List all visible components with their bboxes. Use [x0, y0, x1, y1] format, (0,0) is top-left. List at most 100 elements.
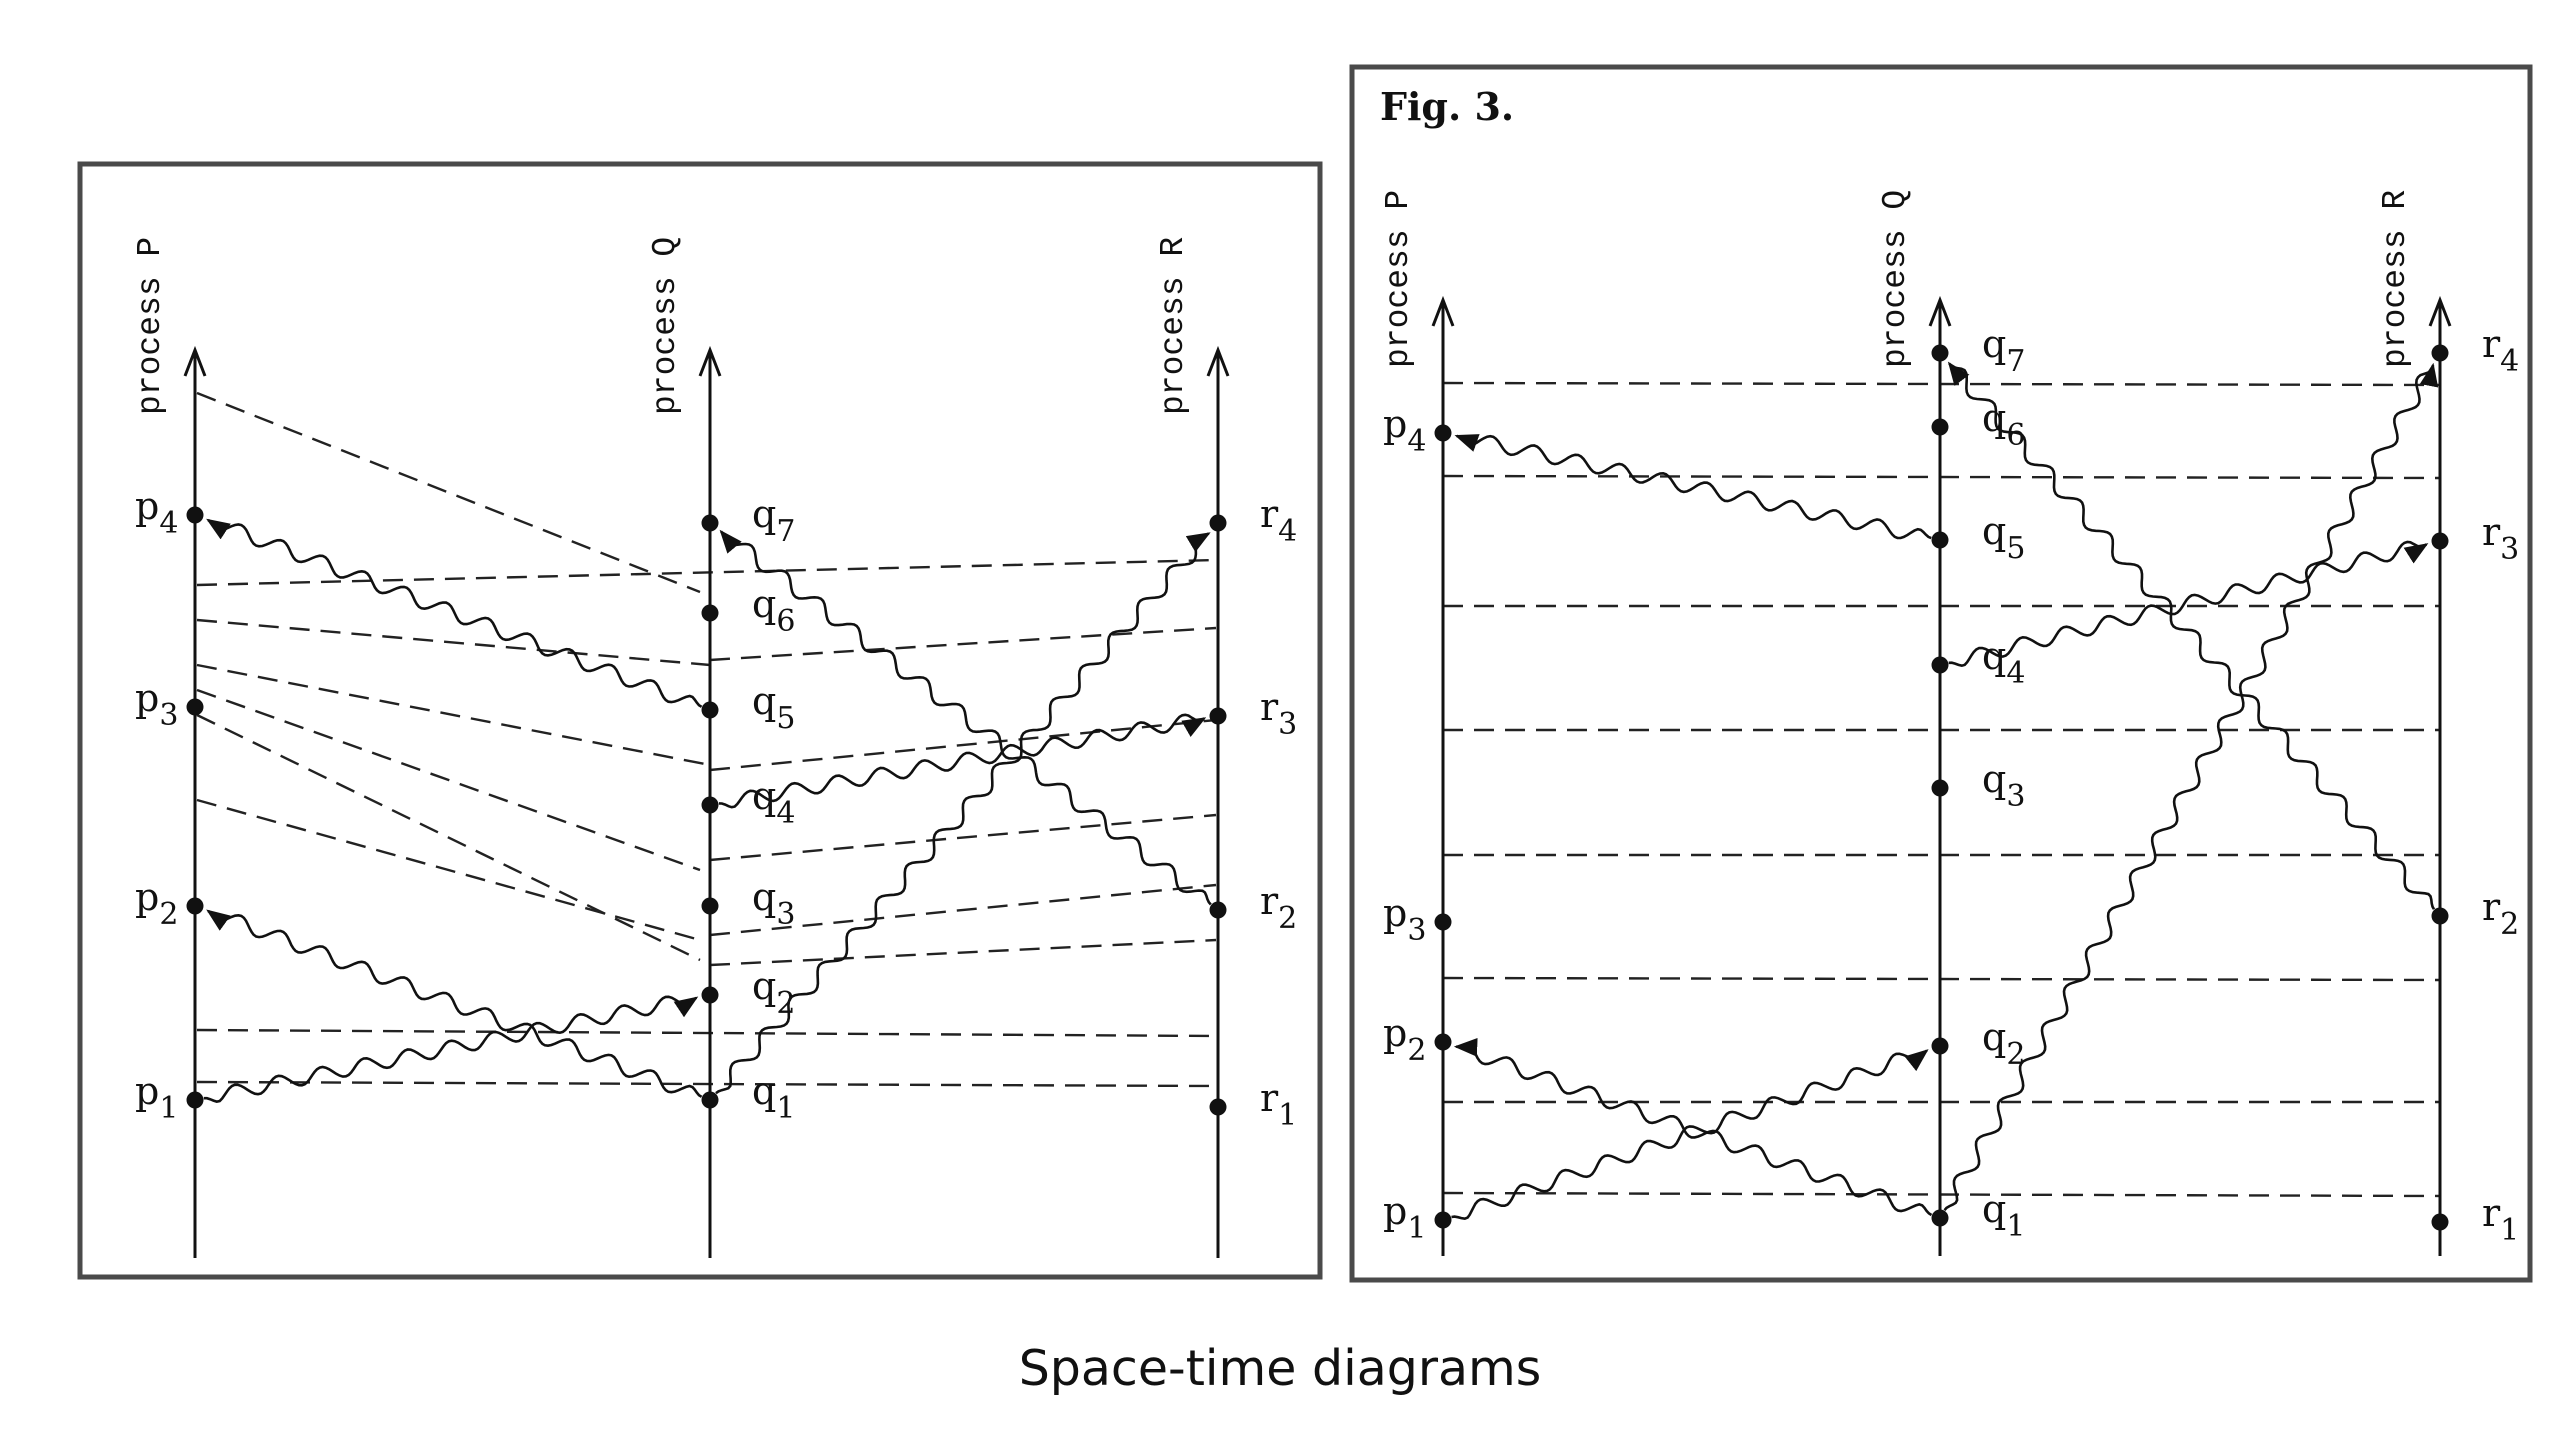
event-label-r4: r4: [1260, 492, 1297, 549]
event-r3: [1209, 707, 1227, 725]
message-p1-to-q2: [203, 995, 699, 1103]
event-label-q2: q2: [1982, 1015, 2025, 1072]
event-q3: [1931, 779, 1949, 797]
cut-line: [709, 813, 1217, 862]
cut-line: [196, 391, 701, 594]
event-label-r3: r3: [2482, 510, 2519, 567]
event-label-p2: p2: [135, 875, 178, 932]
event-p1: [186, 1091, 204, 1109]
event-label-r1: r1: [1260, 1076, 1297, 1133]
event-q1: [1931, 1209, 1949, 1227]
event-p1: [1434, 1211, 1452, 1229]
event-q3: [701, 897, 719, 915]
event-r3: [2431, 532, 2449, 550]
event-q4: [1931, 656, 1949, 674]
axis-arrowhead: [2428, 295, 2452, 327]
message-q5-to-p4: [1454, 434, 1932, 540]
event-q2: [701, 986, 719, 1004]
process-label: process Q: [647, 237, 684, 415]
event-q2: [1931, 1037, 1949, 1055]
event-label-r2: r2: [2482, 885, 2519, 942]
axis-arrowhead: [1928, 295, 1952, 327]
message-q1-to-p2: [1453, 1038, 1933, 1217]
event-label-q3: q3: [1982, 757, 2025, 814]
message-q1-to-r4: [1943, 362, 2439, 1212]
event-label-p1: p1: [135, 1069, 178, 1126]
event-label-p2: p2: [1383, 1011, 1426, 1068]
process-label: process R: [1155, 237, 1192, 415]
event-label-q6: q6: [752, 582, 795, 639]
event-label-q5: q5: [1982, 509, 2025, 566]
event-r1: [1209, 1098, 1227, 1116]
event-p3: [186, 698, 204, 716]
axis-arrowhead: [183, 345, 207, 377]
event-label-q5: q5: [752, 679, 795, 736]
cut-line: [196, 618, 711, 667]
event-q4: [701, 796, 719, 814]
diagram-left: process P p1 p2 p3 p4 process Q q1 q2 q3 q4 q5 q6 q7…: [77, 161, 1323, 1280]
cut-line: [196, 798, 701, 942]
event-label-p1: p1: [1383, 1189, 1426, 1246]
cut-line: [196, 663, 711, 767]
event-label-r1: r1: [2482, 1191, 2519, 1248]
cut-line: [196, 1080, 1217, 1088]
event-p2: [186, 897, 204, 915]
event-q1: [701, 1091, 719, 1109]
event-label-q1: q1: [752, 1069, 795, 1126]
event-p2: [1434, 1033, 1452, 1051]
process-label: process R: [2377, 190, 2414, 368]
message-q5-to-p4: [206, 518, 703, 708]
event-r1: [2431, 1213, 2449, 1231]
event-label-q7: q7: [752, 492, 795, 549]
event-p4: [186, 506, 204, 524]
event-q6: [701, 604, 719, 622]
event-label-r2: r2: [1260, 879, 1297, 936]
message-q1-to-r4: [715, 532, 1211, 1095]
event-label-q4: q4: [1982, 634, 2025, 691]
fig-label: Fig. 3.: [1380, 84, 1514, 129]
message-q4-to-r3: [718, 713, 1207, 809]
figure-caption: Space-time diagrams: [1018, 1340, 1542, 1397]
event-label-q2: q2: [752, 964, 795, 1021]
event-p3: [1434, 913, 1452, 931]
cut-line: [709, 626, 1217, 662]
event-r4: [1209, 514, 1227, 532]
axis-arrowhead: [698, 345, 722, 377]
cut-line: [196, 713, 701, 962]
message-r2-to-q7: [1947, 361, 2436, 910]
message-q1-to-p2: [206, 909, 703, 1098]
message-r2-to-q7: [719, 529, 1212, 906]
event-q7: [1931, 344, 1949, 362]
event-r2: [2431, 907, 2449, 925]
event-label-r3: r3: [1260, 685, 1297, 742]
event-r2: [1209, 901, 1227, 919]
cut-line: [709, 883, 1217, 937]
event-label-q1: q1: [1982, 1187, 2025, 1244]
axis-arrowhead: [1206, 345, 1230, 377]
event-r4: [2431, 344, 2449, 362]
cut-line: [709, 718, 1217, 772]
process-label: process Q: [1877, 190, 1914, 368]
diagram-frame: [1349, 64, 2533, 1283]
event-label-q7: q7: [1982, 322, 2025, 379]
event-label-p3: p3: [1383, 891, 1426, 948]
event-label-q6: q6: [1982, 396, 2025, 453]
event-q5: [1931, 531, 1949, 549]
process-label: process P: [1380, 190, 1417, 368]
message-p1-to-q2: [1451, 1049, 1929, 1221]
axis-arrowhead: [1431, 295, 1455, 327]
message-q4-to-r3: [1948, 540, 2429, 668]
event-label-p4: p4: [1383, 402, 1426, 459]
diagram-right: Fig. 3. process P p1 p2 p3 p4 process Q q1 q2 q3 q…: [1349, 64, 2533, 1283]
event-label-p3: p3: [135, 676, 178, 733]
cut-line: [196, 558, 1217, 587]
event-q5: [701, 701, 719, 719]
cut-line: [709, 938, 1217, 967]
diagram-frame: [77, 161, 1323, 1280]
event-label-p4: p4: [135, 484, 178, 541]
cut-line: [196, 688, 701, 872]
process-label: process P: [132, 237, 169, 415]
event-p4: [1434, 424, 1452, 442]
